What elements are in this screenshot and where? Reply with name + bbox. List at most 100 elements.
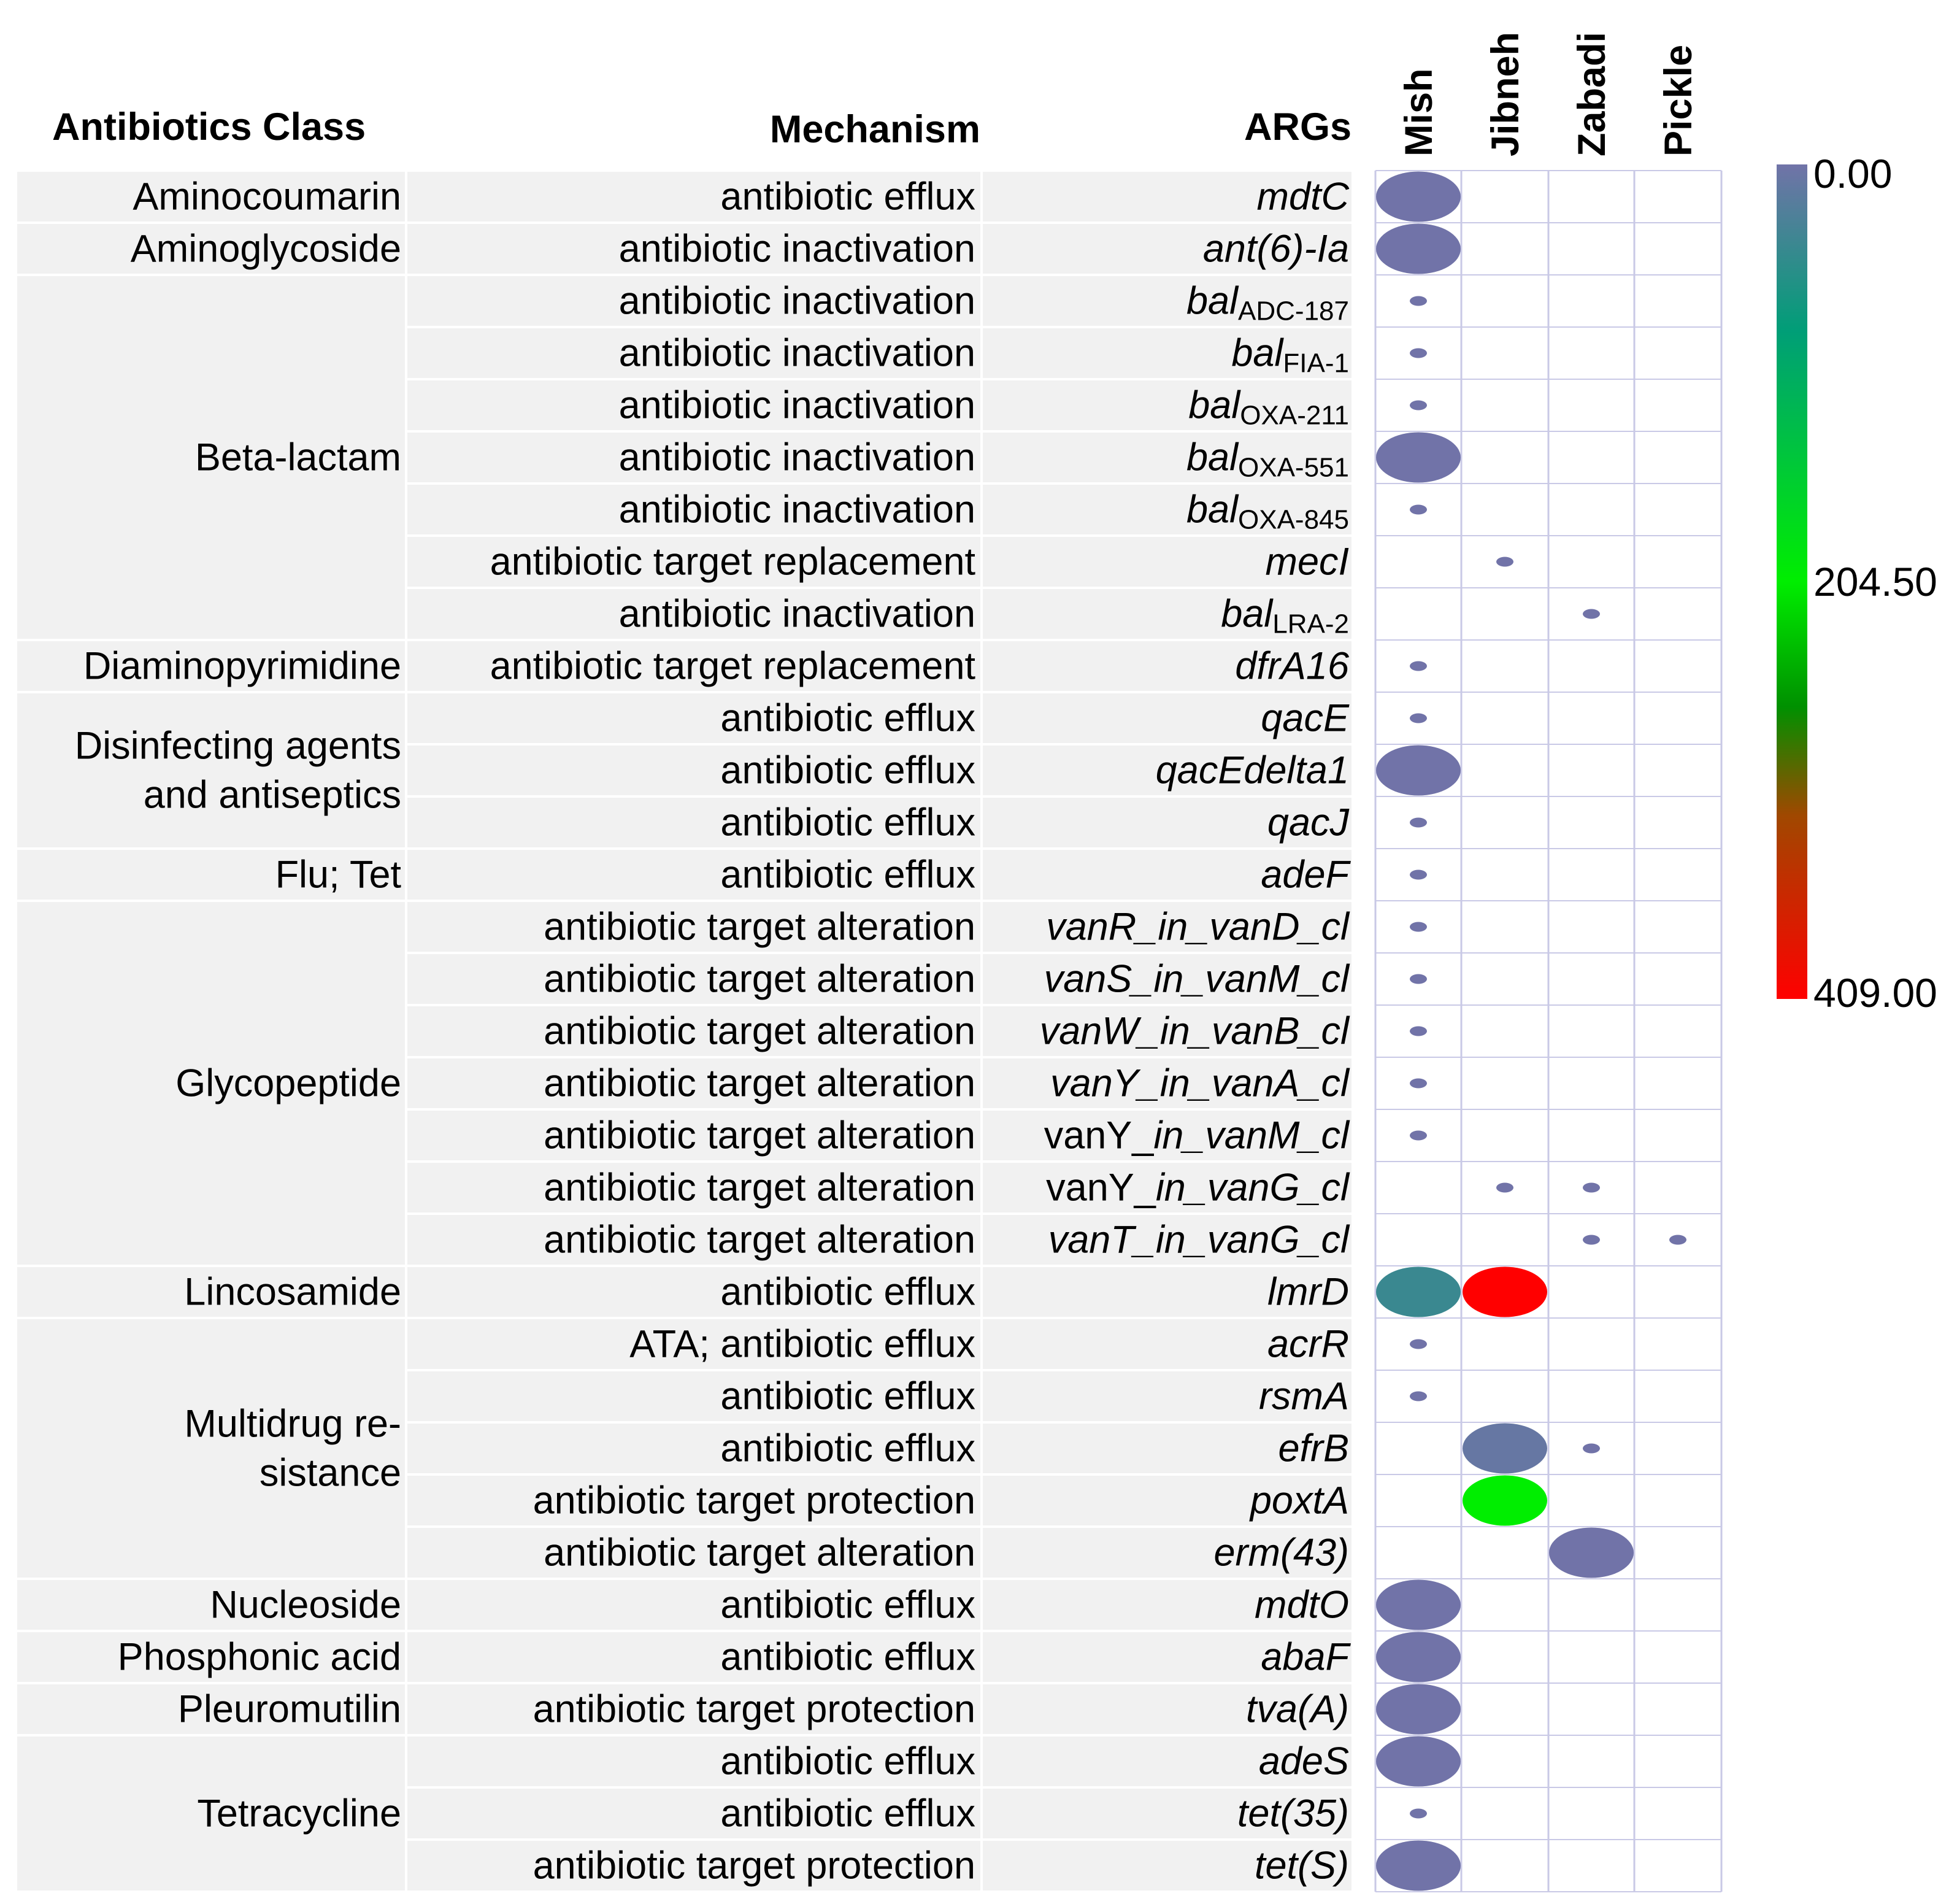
- arg-cell-bg: [983, 1371, 1351, 1421]
- mechanism-label: antibiotic target alteration: [544, 1010, 975, 1053]
- mechanism-cell-bg: [407, 746, 980, 795]
- bubble-mish: [1410, 1808, 1427, 1819]
- header-args: ARGs: [1244, 106, 1351, 148]
- mechanism-cell-bg: [407, 224, 980, 274]
- arg-label-part: dfrA16: [1235, 645, 1350, 688]
- mechanism-label: antibiotic target alteration: [544, 1532, 975, 1574]
- bubble-jibneh: [1496, 1182, 1513, 1193]
- arg-label-part: mdtC: [1256, 175, 1349, 218]
- mechanism-label: antibiotic inactivation: [619, 436, 975, 479]
- mechanism-label: antibiotic target alteration: [544, 1219, 975, 1262]
- class-label: sistance: [260, 1452, 401, 1495]
- arg-label-part: adeF: [1261, 854, 1351, 896]
- bubble-mish: [1376, 432, 1461, 483]
- bubble-mish: [1410, 504, 1427, 515]
- class-cell-bg: [17, 1632, 405, 1682]
- arg-label: balOXA-551: [1186, 436, 1349, 483]
- arg-label: tet(S): [1255, 1844, 1349, 1887]
- bubble-jibneh: [1463, 1475, 1547, 1526]
- mechanism-label: antibiotic target alteration: [544, 906, 975, 949]
- mechanism-cell-bg: [407, 1267, 980, 1317]
- bubble-jibneh: [1463, 1266, 1547, 1317]
- arg-label-subscript: OXA-211: [1240, 400, 1349, 430]
- arg-label: erm(43): [1213, 1532, 1349, 1574]
- bubble-mish: [1376, 1632, 1461, 1682]
- arg-label-part: bal: [1188, 384, 1241, 427]
- bubble-mish: [1410, 661, 1427, 671]
- mechanism-label: antibiotic efflux: [720, 801, 975, 844]
- arg-cell-bg: [983, 902, 1351, 952]
- mechanism-cell-bg: [407, 641, 980, 691]
- mechanism-cell-bg: [407, 433, 980, 482]
- arg-label-subscript: ADC-187: [1238, 296, 1349, 326]
- arg-cell-bg: [983, 1736, 1351, 1786]
- mechanism-cell-bg: [407, 1632, 980, 1682]
- bubble-mish: [1410, 817, 1427, 828]
- arg-label-part: efrB: [1278, 1427, 1349, 1470]
- table-text: Aminocoumarin Aminoglycoside Beta-lactam Di…: [52, 32, 1700, 1887]
- arg-label: mecI: [1265, 541, 1349, 584]
- class-cell-bg: [17, 1736, 405, 1891]
- mechanism-cell-bg: [407, 1006, 980, 1056]
- mechanism-label: antibiotic target alteration: [544, 1166, 975, 1209]
- arg-label: adeS: [1259, 1740, 1349, 1783]
- header-class: Antibiotics Class: [52, 106, 366, 148]
- arg-label: vanY_in_vanM_cl: [1044, 1114, 1350, 1157]
- class-label: Pleuromutilin: [178, 1688, 401, 1731]
- arg-label-part: acrR: [1267, 1323, 1349, 1366]
- mechanism-label: antibiotic efflux: [720, 697, 975, 740]
- arg-label-part: mdtO: [1255, 1584, 1349, 1627]
- sample-label: Jibneh: [1484, 32, 1527, 156]
- table-background: [17, 172, 1351, 1891]
- arg-label-part: bal: [1186, 436, 1239, 479]
- arg-cell-bg: [983, 693, 1351, 743]
- arg-label: mdtO: [1255, 1584, 1349, 1627]
- arg-label-part: adeS: [1259, 1740, 1349, 1783]
- arg-label-part: tva(A): [1246, 1688, 1349, 1731]
- arg-label-part: qacEdelta1: [1156, 749, 1349, 792]
- arg-label-part: bal: [1186, 488, 1239, 531]
- class-label: Tetracycline: [197, 1792, 401, 1835]
- arg-label: qacEdelta1: [1156, 749, 1349, 792]
- mechanism-cell-bg: [407, 850, 980, 900]
- bubble-jibneh: [1463, 1423, 1547, 1474]
- bubble-zabadi: [1583, 1443, 1600, 1454]
- mechanism-label: antibiotic inactivation: [619, 280, 975, 323]
- arg-label: vanR_in_vanD_cl: [1046, 906, 1350, 949]
- arg-label-part: qacJ: [1267, 801, 1350, 844]
- arg-label: poxtA: [1249, 1479, 1349, 1522]
- arg-cell-bg: [983, 1163, 1351, 1212]
- mechanism-label: antibiotic target replacement: [490, 645, 976, 688]
- arg-label-part: bal: [1221, 593, 1274, 636]
- bubble-zabadi: [1583, 1235, 1600, 1245]
- mechanism-cell-bg: [407, 1215, 980, 1265]
- bubble-mish: [1376, 1579, 1461, 1630]
- arg-cell-bg: [983, 798, 1351, 847]
- arg-cell-bg: [983, 1476, 1351, 1525]
- arg-label-part: bal: [1231, 332, 1284, 375]
- arg-cell-bg: [983, 1006, 1351, 1056]
- bubble-mish: [1410, 1026, 1427, 1036]
- arg-label: adeF: [1261, 854, 1351, 896]
- arg-cell-bg: [983, 276, 1351, 326]
- bubble-zabadi: [1549, 1527, 1634, 1578]
- class-label: Beta-lactam: [195, 436, 401, 479]
- arg-label-part: vanY_: [1046, 1166, 1156, 1209]
- mechanism-cell-bg: [407, 798, 980, 847]
- arg-cell-bg: [983, 746, 1351, 795]
- arg-cell-bg: [983, 1841, 1351, 1891]
- bubble-mish: [1410, 869, 1427, 880]
- arg-label: qacJ: [1267, 801, 1350, 844]
- mechanism-cell-bg: [407, 1789, 980, 1838]
- arg-label: vanW_in_vanB_cl: [1040, 1010, 1350, 1053]
- arg-label-part: rsmA: [1259, 1375, 1349, 1418]
- class-cell-bg: [17, 1580, 405, 1630]
- bubble-mish: [1410, 348, 1427, 358]
- mechanism-label: antibiotic efflux: [720, 175, 975, 218]
- arg-cell-bg: [983, 1684, 1351, 1734]
- color-scale-label: 0.00: [1813, 151, 1892, 196]
- arg-label: rsmA: [1259, 1375, 1349, 1418]
- mechanism-label: antibiotic target alteration: [544, 958, 975, 1001]
- arg-cell-bg: [983, 1058, 1351, 1108]
